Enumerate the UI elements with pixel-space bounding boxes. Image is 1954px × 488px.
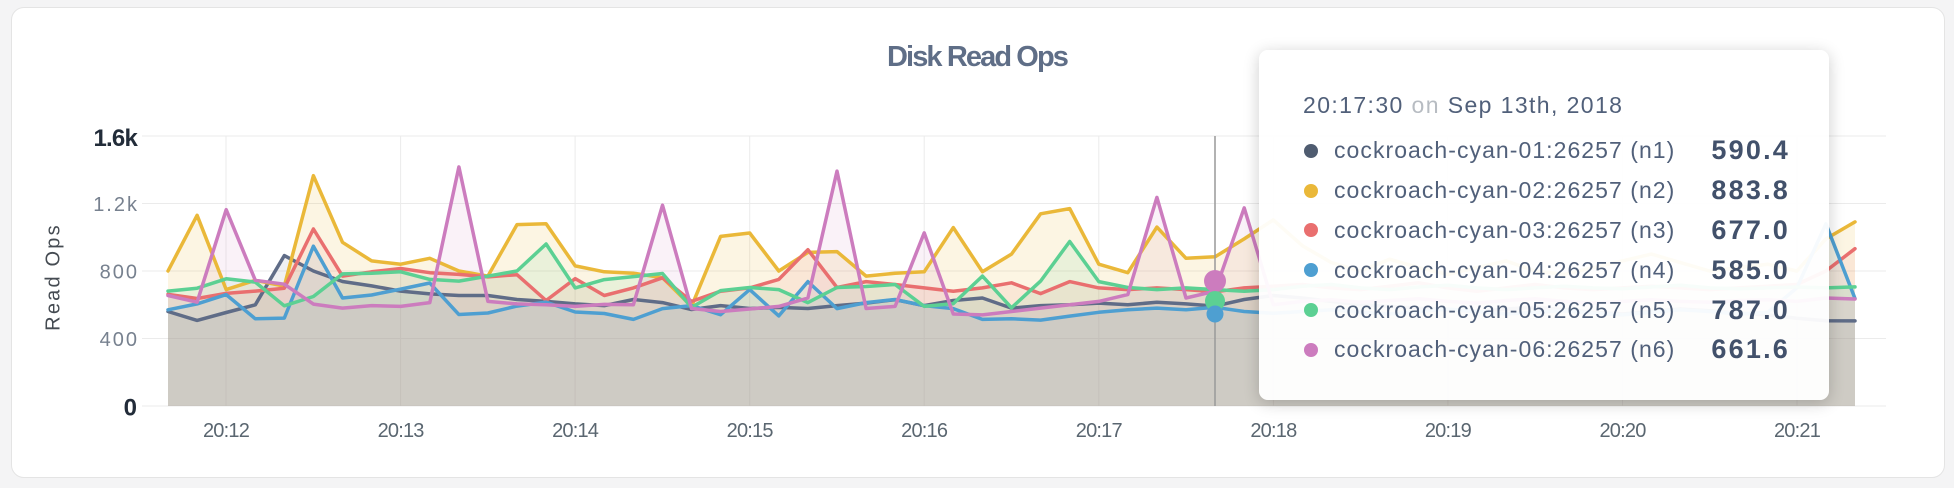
svg-text:20:16: 20:16: [901, 420, 948, 442]
svg-text:20:19: 20:19: [1425, 420, 1472, 442]
svg-text:20:14: 20:14: [552, 420, 599, 442]
svg-text:20:18: 20:18: [1250, 420, 1297, 442]
svg-text:20:13: 20:13: [378, 420, 425, 442]
svg-text:1.6k: 1.6k: [93, 125, 138, 152]
svg-text:20:21: 20:21: [1774, 420, 1821, 442]
svg-text:0: 0: [124, 395, 137, 422]
svg-text:20:12: 20:12: [203, 420, 250, 442]
svg-text:400: 400: [100, 329, 139, 351]
svg-text:800: 800: [100, 261, 139, 283]
svg-text:1.2k: 1.2k: [93, 194, 139, 216]
svg-text:20:15: 20:15: [727, 420, 774, 442]
svg-text:20:20: 20:20: [1599, 420, 1646, 442]
svg-text:20:17: 20:17: [1076, 420, 1123, 442]
